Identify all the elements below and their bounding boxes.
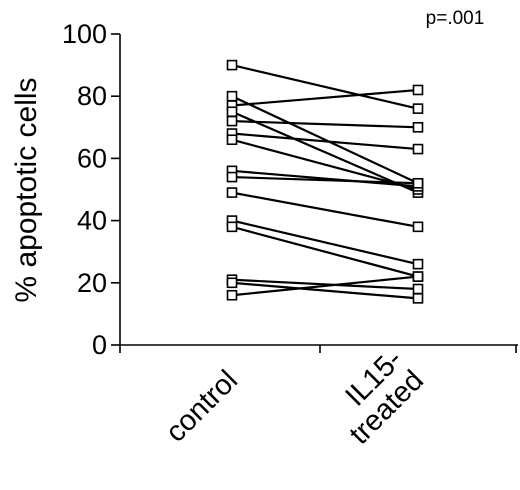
pair-line-1	[231, 64, 419, 110]
y-tick-label: 0	[92, 330, 107, 360]
pair-line-6	[231, 132, 419, 151]
pair-line-2	[231, 95, 419, 185]
pair-line-5	[231, 119, 419, 129]
marker-il15-treated-6	[412, 143, 424, 155]
marker-il15-treated-11	[412, 258, 424, 270]
marker-il15-treated-14	[412, 293, 424, 304]
paired-series	[231, 64, 419, 300]
markers	[226, 59, 424, 304]
marker-control-5	[226, 115, 238, 127]
marker-control-12	[226, 221, 238, 233]
y-tick-label: 20	[77, 268, 107, 298]
marker-control-15	[226, 289, 238, 301]
marker-il15-treated-9	[412, 177, 424, 189]
marker-control-1	[226, 59, 238, 71]
pair-line-4	[231, 110, 419, 194]
p-value-annotation: p=.001	[426, 8, 485, 29]
pair-line-8	[231, 169, 419, 188]
category-label: control	[160, 364, 244, 448]
marker-control-10	[226, 187, 238, 198]
marker-control-4	[226, 106, 238, 118]
marker-il15-treated-15	[412, 271, 424, 282]
pair-line-9	[231, 175, 419, 185]
marker-il15-treated-3	[412, 84, 424, 96]
y-tick-label: 60	[77, 143, 107, 173]
marker-il15-treated-10	[412, 221, 424, 233]
pair-line-14	[231, 281, 419, 300]
marker-il15-treated-13	[412, 283, 424, 295]
pair-line-13	[231, 278, 419, 291]
y-tick-label: 100	[62, 19, 107, 49]
y-tick-label: 80	[77, 81, 107, 111]
y-axis-title: % apoptotic cells	[10, 77, 43, 302]
marker-control-14	[226, 277, 238, 289]
pair-line-11	[231, 219, 419, 266]
x-ticks	[119, 345, 517, 353]
marker-control-7	[226, 134, 238, 146]
marker-control-2	[226, 90, 238, 102]
marker-control-9	[226, 171, 238, 183]
marker-il15-treated-5	[412, 122, 424, 133]
pair-line-12	[231, 225, 419, 278]
y-tick-label: 40	[77, 206, 107, 236]
marker-il15-treated-1	[412, 103, 424, 114]
y-ticks: 0 20 40 60 80 100	[62, 19, 120, 360]
category-label-group: control	[160, 364, 244, 448]
category-label-group: IL15-treated	[339, 343, 430, 451]
pair-line-3	[231, 88, 419, 107]
pair-line-10	[231, 191, 419, 228]
axes	[119, 34, 518, 346]
category-labels: control IL15-treated	[160, 343, 430, 451]
pair-line-15	[231, 275, 419, 297]
